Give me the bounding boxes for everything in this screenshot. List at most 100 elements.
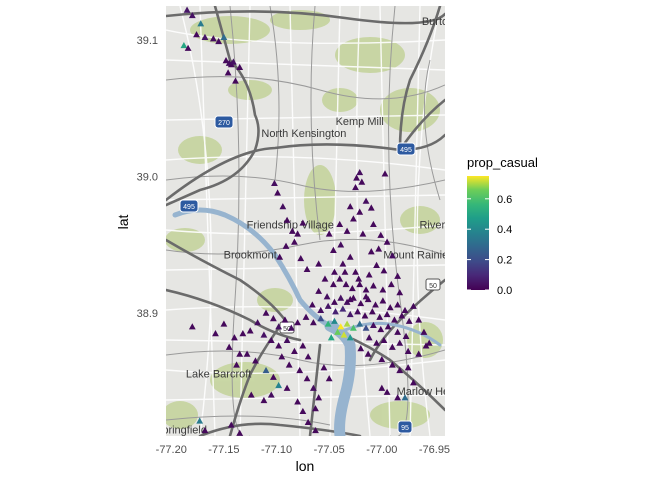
station-point (236, 63, 244, 71)
station-point (346, 203, 354, 210)
station-point (299, 407, 307, 415)
interstate-shields: 270 495 495 95 50 50 (179, 115, 441, 434)
station-point (348, 284, 356, 292)
station-point (224, 69, 232, 76)
legend-title: prop_casual (467, 155, 538, 170)
station-point (315, 260, 323, 267)
station-point (370, 321, 377, 329)
station-point (401, 394, 409, 401)
station-point (317, 315, 325, 322)
station-point (233, 361, 240, 368)
station-point (252, 357, 259, 364)
svg-text:495: 495 (183, 204, 195, 211)
station-point (357, 345, 365, 352)
x-tick-label: -77.10 (261, 444, 292, 456)
station-point (267, 391, 275, 398)
station-point (343, 227, 351, 234)
station-point (383, 388, 391, 395)
basemap-label: Marlow Heights (397, 386, 473, 398)
station-point (388, 252, 396, 259)
station-point (364, 350, 372, 357)
svg-text:50: 50 (429, 283, 437, 290)
station-point (312, 405, 319, 412)
station-point (303, 265, 311, 273)
station-point (370, 220, 377, 228)
x-tick-label: -76.95 (419, 444, 450, 456)
station-point (231, 334, 238, 341)
station-point (331, 317, 338, 324)
station-point (410, 302, 417, 309)
y-tick-label: 39.0 (137, 172, 158, 184)
station-point (365, 271, 373, 278)
station-point (188, 323, 196, 330)
station-point (377, 325, 385, 333)
station-point (354, 308, 362, 315)
station-point (425, 339, 433, 346)
station-point (367, 248, 375, 255)
station-point (341, 268, 349, 275)
station-point (275, 323, 283, 330)
svg-text:495: 495 (400, 147, 412, 154)
station-point (294, 319, 302, 326)
station-point (375, 245, 383, 252)
station-point (379, 297, 387, 304)
station-point (271, 179, 278, 187)
station-point (287, 324, 295, 331)
station-point (362, 286, 370, 293)
station-point (183, 6, 191, 13)
station-point (357, 299, 365, 307)
station-point (325, 230, 333, 237)
station-point (291, 347, 298, 354)
station-point (334, 328, 342, 335)
station-point (260, 331, 268, 338)
colorbar-tick-label: 0.6 (497, 194, 512, 206)
station-point (410, 379, 417, 386)
basemap-label: Friendship Village (247, 220, 334, 232)
station-point (312, 426, 319, 434)
station-point (373, 261, 380, 268)
y-tick-label: 38.9 (137, 308, 158, 320)
station-point (370, 282, 377, 289)
station-point (304, 353, 312, 360)
station-point (388, 343, 396, 350)
station-point (378, 384, 386, 391)
station-point (379, 286, 387, 293)
colorbar-ticks: 0.0 0.2 0.4 0.6 (467, 194, 512, 297)
station-point (387, 280, 395, 288)
station-point (415, 316, 423, 323)
station-point (365, 334, 373, 341)
svg-text:50: 50 (283, 326, 291, 333)
station-point (320, 364, 328, 371)
station-point (279, 203, 287, 210)
station-point (283, 336, 291, 344)
basemap-label: Kemp Mill (336, 116, 384, 128)
x-tick-label: -77.00 (366, 444, 397, 456)
basemap-label: North Kensington (261, 128, 346, 140)
station-point (317, 306, 325, 314)
station-point (297, 254, 305, 262)
station-point (220, 33, 228, 40)
station-point (358, 178, 366, 185)
colorbar-tick-label: 0.2 (497, 255, 512, 267)
station-point (362, 324, 370, 331)
station-point (353, 174, 360, 181)
station-point (299, 342, 307, 349)
station-point (212, 330, 219, 337)
station-point (404, 347, 412, 354)
station-point (285, 361, 293, 368)
basemap-label: North Springfield (125, 424, 207, 436)
station-point (337, 323, 345, 330)
station-point (342, 280, 350, 288)
station-point (361, 312, 369, 319)
station-point (294, 398, 302, 405)
station-point (372, 301, 379, 308)
station-point (239, 330, 247, 337)
basemap-label: Lake Barcroft (186, 368, 251, 380)
y-axis-ticks: 38.9 39.0 39.1 (137, 35, 158, 320)
station-point (267, 336, 275, 344)
station-point (373, 339, 380, 346)
station-point (283, 216, 291, 223)
station-point (346, 253, 354, 260)
station-point (356, 320, 364, 327)
